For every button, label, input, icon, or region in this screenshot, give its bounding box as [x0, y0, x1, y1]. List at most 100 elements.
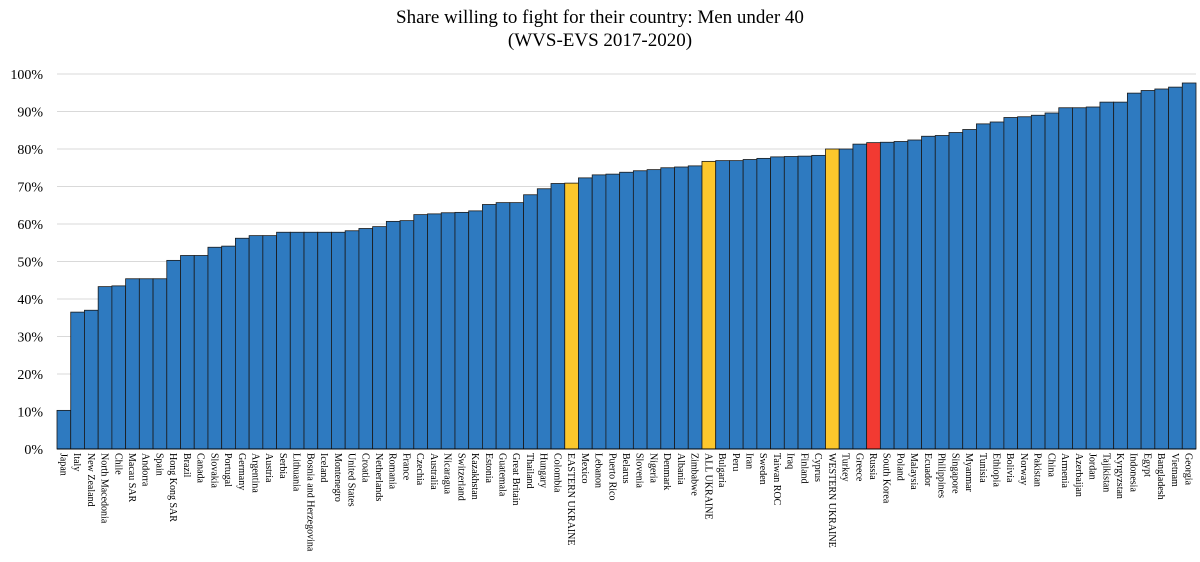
bar: [674, 166, 689, 450]
y-tick-label: 100%: [10, 68, 43, 83]
x-tick-label: Great Britain: [510, 453, 521, 505]
x-tick-label: Tunisia: [977, 453, 988, 483]
x-tick-label: Greece: [853, 453, 864, 482]
bar: [1072, 107, 1087, 450]
x-tick-label: Belarus: [620, 453, 631, 484]
bar: [797, 155, 813, 450]
bar: [879, 141, 895, 450]
chart-title: Share willing to fight for their country…: [396, 7, 804, 28]
x-tick-label: Turkey: [840, 453, 851, 482]
x-tick-label: Thailand: [524, 453, 535, 489]
x-tick-label: Serbia: [277, 453, 288, 479]
bar: [811, 154, 826, 450]
x-tick-label: Norway: [1018, 453, 1029, 485]
bar: [372, 226, 387, 450]
bar: [1126, 92, 1142, 450]
x-tick-label: EASTERN UKRAINE: [565, 453, 576, 546]
bar: [619, 171, 634, 450]
bar: [646, 169, 662, 450]
bar: [385, 220, 401, 450]
bar: [427, 213, 442, 450]
x-tick-label: Philippines: [936, 453, 947, 498]
x-tick-label: Germany: [236, 453, 247, 490]
bar: [454, 211, 470, 450]
y-tick-label: 90%: [17, 106, 43, 121]
bar: [1140, 90, 1156, 450]
bar: [1181, 82, 1197, 450]
x-tick-label: Vietnam: [1169, 453, 1180, 487]
bar: [536, 188, 552, 450]
x-tick-label: Switzerland: [455, 453, 466, 501]
bar: [1113, 101, 1128, 450]
bar: [138, 278, 154, 450]
x-tick-label: ALL UKRAINE: [702, 453, 713, 520]
bar: [921, 135, 936, 450]
x-tick-label: Finland: [798, 453, 809, 484]
x-tick-label: Brazil: [181, 453, 192, 478]
bar: [468, 210, 483, 450]
x-tick-label: Azerbaijan: [1073, 453, 1084, 497]
x-tick-label: Georgia: [1183, 453, 1194, 486]
x-tick-label: Australia: [428, 453, 439, 490]
bar: [399, 220, 415, 450]
x-tick-label: Ethiopia: [991, 453, 1002, 487]
bar: [303, 231, 319, 450]
x-tick-label: WESTERN UKRAINE: [826, 453, 837, 548]
x-tick-label: Romania: [387, 453, 398, 490]
y-tick-label: 30%: [17, 331, 43, 346]
x-tick-label: Slovenia: [634, 453, 645, 489]
bar: [97, 286, 113, 450]
bar: [578, 177, 593, 450]
y-tick-label: 0%: [24, 443, 43, 458]
y-tick-label: 20%: [17, 368, 43, 383]
x-tick-label: Jordan: [1087, 453, 1098, 480]
bar: [440, 212, 456, 450]
x-tick-label: Portugal: [222, 453, 233, 487]
y-tick-label: 10%: [17, 406, 43, 421]
x-tick-label: Tajikistan: [1100, 453, 1111, 492]
x-tick-label: Kazakhstan: [469, 453, 480, 500]
y-tick-label: 60%: [17, 218, 43, 233]
bar: [907, 139, 922, 450]
x-tick-label: Argentina: [249, 453, 260, 493]
bar: [180, 255, 195, 450]
bar: [838, 148, 854, 450]
bar: [660, 167, 675, 450]
x-tick-label: Bulgaria: [716, 453, 727, 488]
x-tick-label: North Macedonia: [99, 453, 110, 524]
x-tick-label: France: [400, 453, 411, 481]
x-tick-label: Japan: [57, 453, 68, 476]
x-tick-label: Czechia: [414, 453, 425, 486]
bar: [783, 156, 799, 450]
bar: [248, 235, 264, 450]
bar: [742, 159, 758, 450]
x-tick-label: Iran: [744, 453, 755, 469]
y-tick-label: 80%: [17, 143, 43, 158]
x-tick-label: Malaysia: [908, 453, 919, 490]
bar: [166, 259, 181, 450]
bar: [111, 285, 127, 450]
x-tick-label: Albania: [675, 453, 686, 485]
bar: [632, 170, 648, 450]
bar: [289, 231, 305, 450]
bar: [1003, 117, 1019, 450]
x-tick-label: Macau SAR: [126, 453, 137, 502]
bar: [1085, 106, 1101, 450]
chart-title-block: Share willing to fight for their country…: [0, 6, 1200, 52]
bar: [962, 129, 977, 450]
x-tick-label: Bangladesh: [1155, 453, 1166, 500]
bar: [1154, 88, 1169, 450]
bar: [715, 160, 730, 450]
bar: [152, 278, 168, 450]
x-tick-label: Armenia: [1059, 453, 1070, 489]
bar: [687, 165, 703, 450]
bar: [509, 202, 524, 450]
bar: [1044, 112, 1060, 450]
x-tick-label: Singapore: [949, 453, 960, 494]
bar: [893, 141, 909, 450]
bar: [1017, 116, 1032, 450]
bar: [70, 311, 85, 450]
bar: [825, 148, 840, 450]
